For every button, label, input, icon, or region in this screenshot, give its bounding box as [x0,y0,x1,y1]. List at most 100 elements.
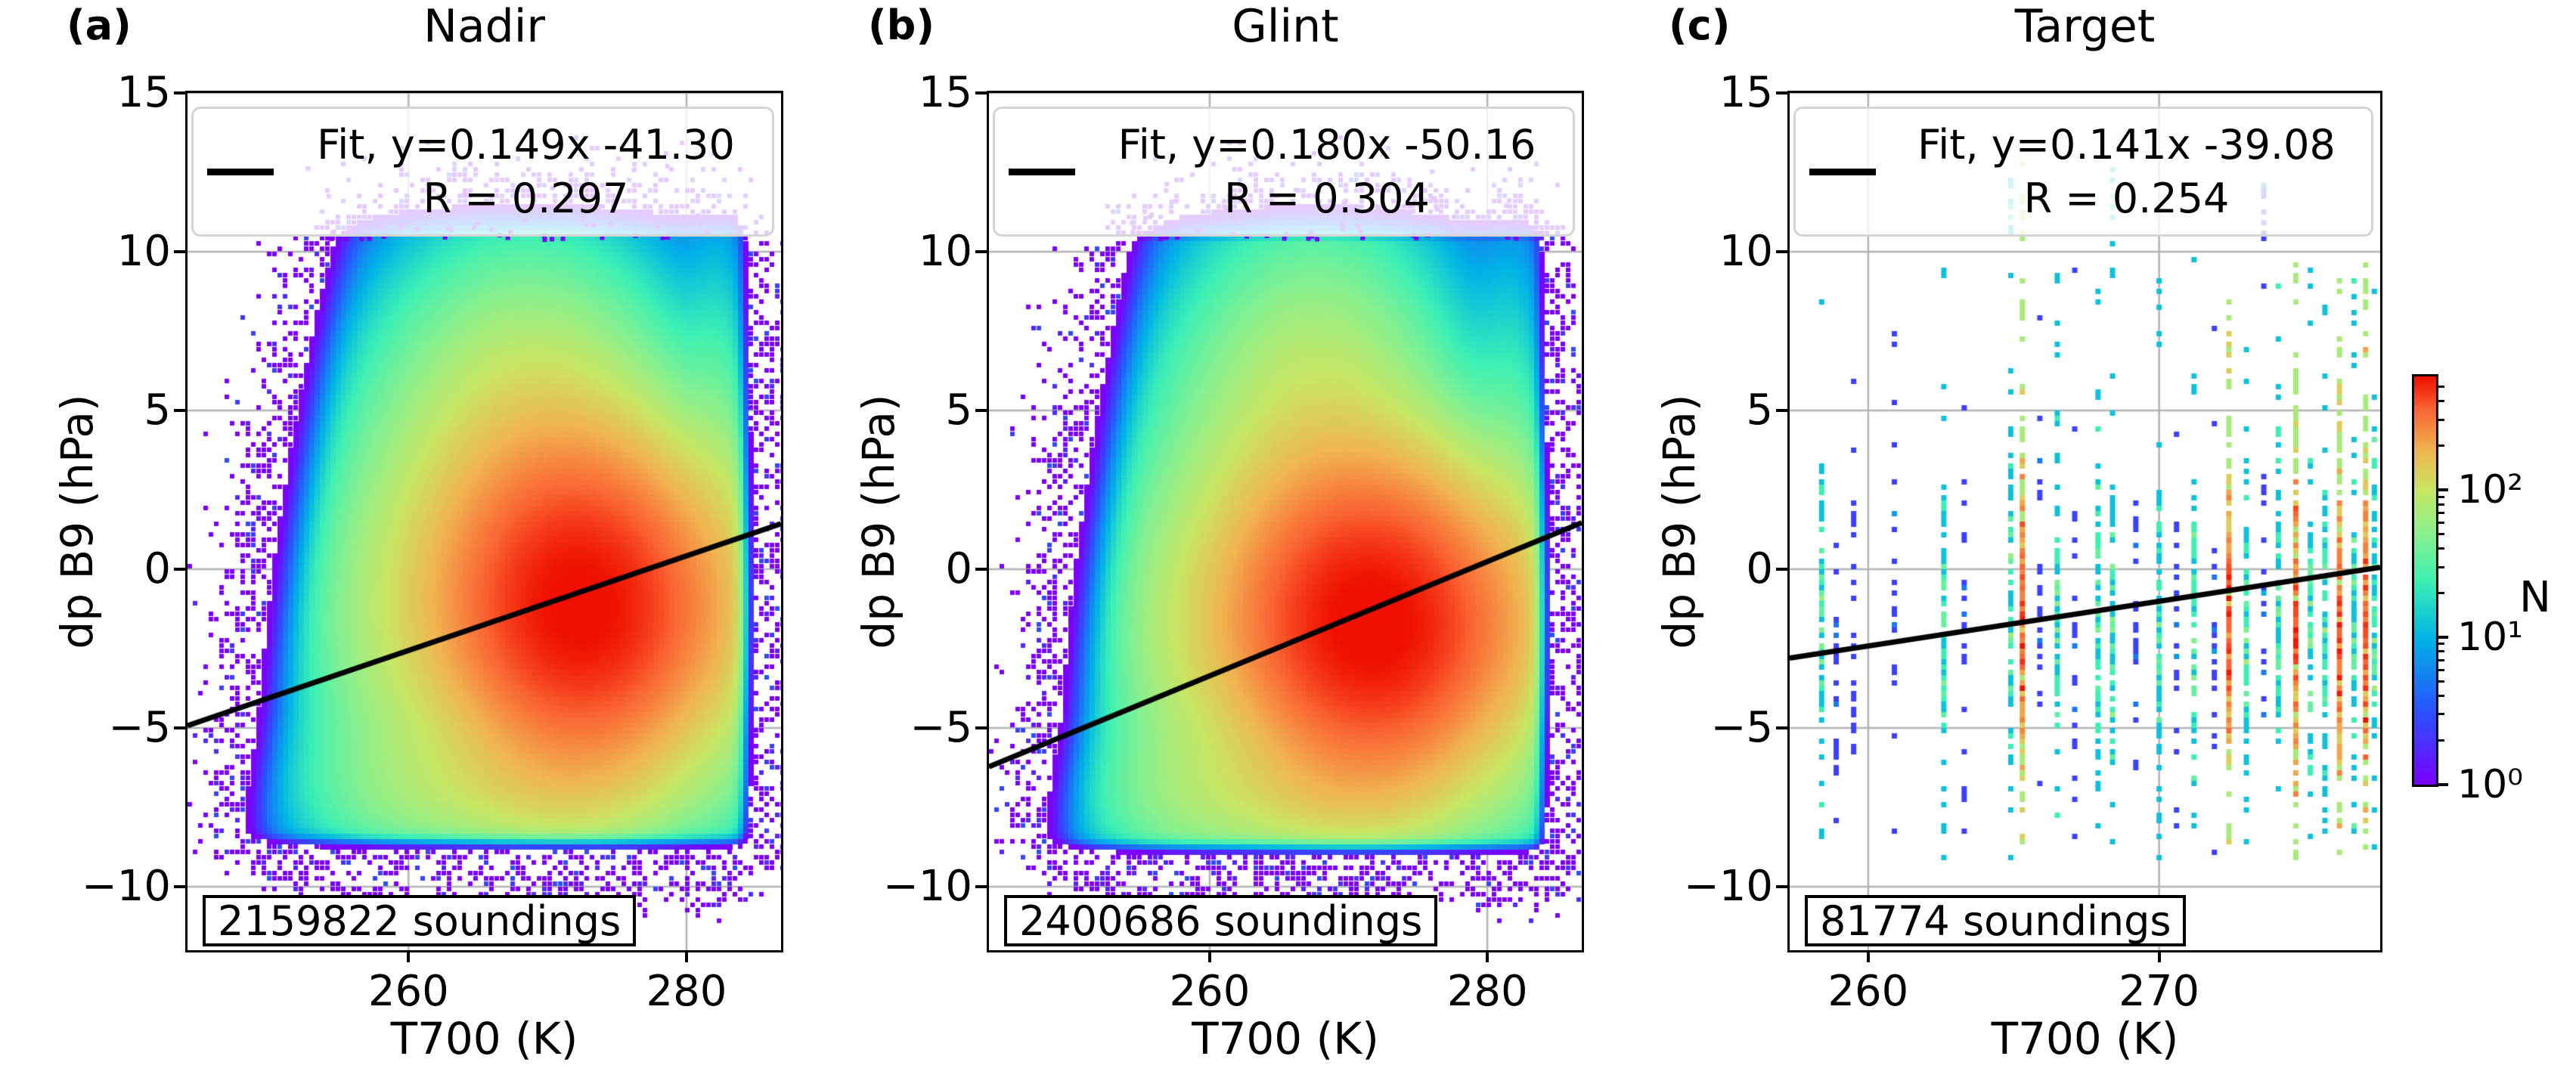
soundings-count-box: 2159822 soundings [203,895,637,946]
colorbar-minor-tick [2438,511,2444,514]
legend-text: Fit, y=0.141x -39.08 R = 0.254 [1896,118,2357,226]
y-axis-tick-label: 5 [1746,386,1773,435]
x-axis-tick [684,951,688,962]
y-axis-tick [975,250,987,253]
x-axis-label: T700 (K) [1991,1013,2179,1064]
y-axis-label: dp B9 (hPa) [853,394,904,649]
colorbar-minor-tick [2438,713,2444,716]
colorbar-major-tick [2438,783,2448,786]
colorbar-minor-tick [2438,547,2444,550]
colorbar-minor-tick [2438,643,2444,646]
fit-legend: Fit, y=0.180x -50.16 R = 0.304 [993,107,1575,237]
colorbar-minor-tick [2438,418,2444,421]
y-axis-tick [975,568,987,571]
x-axis-label: T700 (K) [390,1013,578,1064]
axes-frame [987,91,1584,952]
x-axis-tick-label: 280 [1446,967,1528,1016]
colorbar-major-tick [2438,636,2448,640]
y-axis-tick-label: 0 [1746,544,1773,593]
y-axis-tick-label: −10 [1683,862,1773,911]
axes-frame [1787,91,2382,952]
y-axis-label: dp B9 (hPa) [1654,394,1705,649]
panel-letter: (c) [1669,2,1731,49]
colorbar-minor-tick [2438,591,2444,594]
colorbar-tick-label: 10⁰ [2457,762,2524,807]
y-axis-tick-label: 5 [144,386,171,435]
x-axis-tick [1486,951,1489,962]
x-axis-tick-label: 270 [2119,967,2200,1016]
x-axis-tick-label: 280 [646,967,727,1016]
colorbar-minor-tick [2438,658,2444,661]
y-axis-tick [1776,885,1787,888]
y-axis-tick-label: 15 [1719,68,1773,117]
colorbar-minor-tick [2438,533,2444,536]
y-axis-tick-label: 0 [144,544,171,593]
panel-letter: (a) [67,2,132,49]
y-axis-tick-label: −5 [108,703,171,752]
colorbar-minor-tick [2438,503,2444,506]
y-axis-tick-label: −10 [81,862,171,911]
colorbar-minor-tick [2438,680,2444,683]
soundings-count-box: 81774 soundings [1805,895,2187,946]
y-axis-tick-label: 15 [918,68,972,117]
panel-title: Glint [1232,0,1339,53]
colorbar-label: N [2519,573,2551,622]
axes-frame [185,91,783,952]
colorbar-minor-tick [2438,668,2444,671]
x-axis-tick-label: 260 [367,967,449,1016]
y-axis-tick [1776,568,1787,571]
fit-equation: Fit, y=0.141x -39.08 [1917,120,2336,169]
colorbar-minor-tick [2438,650,2444,653]
y-axis-tick-label: 10 [1719,227,1773,276]
colorbar-frame [2412,374,2438,787]
y-axis-tick-label: −10 [882,862,972,911]
y-axis-tick [174,568,185,571]
colorbar-tick-label: 10² [2457,467,2524,513]
fit-line-sample [1009,168,1075,175]
fit-line-sample [1809,168,1876,175]
y-axis-tick [975,885,987,888]
y-axis-tick [975,409,987,412]
colorbar-minor-tick [2438,400,2444,403]
fit-legend: Fit, y=0.141x -39.08 R = 0.254 [1793,107,2373,237]
x-axis-label: T700 (K) [1192,1013,1379,1064]
legend-text: Fit, y=0.180x -50.16 R = 0.304 [1095,118,1559,226]
y-axis-tick [975,726,987,729]
fit-equation: Fit, y=0.149x -41.30 [317,120,735,169]
colorbar-minor-tick [2438,386,2444,389]
y-axis-tick-label: 15 [116,68,171,117]
y-axis-tick-label: 10 [116,227,171,276]
y-axis-tick [1776,726,1787,729]
y-axis-tick [174,409,185,412]
x-axis-tick [1207,951,1211,962]
y-axis-tick [1776,91,1787,94]
y-axis-tick-label: −5 [910,703,972,752]
x-axis-tick [2157,951,2161,962]
soundings-count-box: 2400686 soundings [1004,895,1438,946]
y-axis-tick [1776,250,1787,253]
y-axis-tick [174,885,185,888]
y-axis-tick [174,726,185,729]
x-axis-tick [407,951,411,962]
colorbar-minor-tick [2438,739,2444,742]
legend-text: Fit, y=0.149x -41.30 R = 0.297 [293,118,758,226]
y-axis-tick-label: 0 [945,544,972,593]
y-axis-tick [975,91,987,94]
panel-letter: (b) [868,2,935,49]
fit-legend: Fit, y=0.149x -41.30 R = 0.297 [191,107,774,237]
fit-correlation: R = 0.297 [423,175,629,222]
y-axis-tick-label: −5 [1710,703,1773,752]
y-axis-tick [1776,409,1787,412]
colorbar-minor-tick [2438,565,2444,568]
y-axis-tick [174,250,185,253]
fit-correlation: R = 0.304 [1224,175,1430,222]
panel-title: Target [2014,0,2156,53]
colorbar-major-tick [2438,488,2448,492]
colorbar-minor-tick [2438,521,2444,524]
x-axis-tick [1866,951,1870,962]
y-axis-tick-label: 10 [918,227,972,276]
x-axis-tick-label: 260 [1827,967,1909,1016]
panel-title: Nadir [423,0,546,53]
y-axis-tick-label: 5 [945,386,972,435]
y-axis-label: dp B9 (hPa) [51,394,103,649]
